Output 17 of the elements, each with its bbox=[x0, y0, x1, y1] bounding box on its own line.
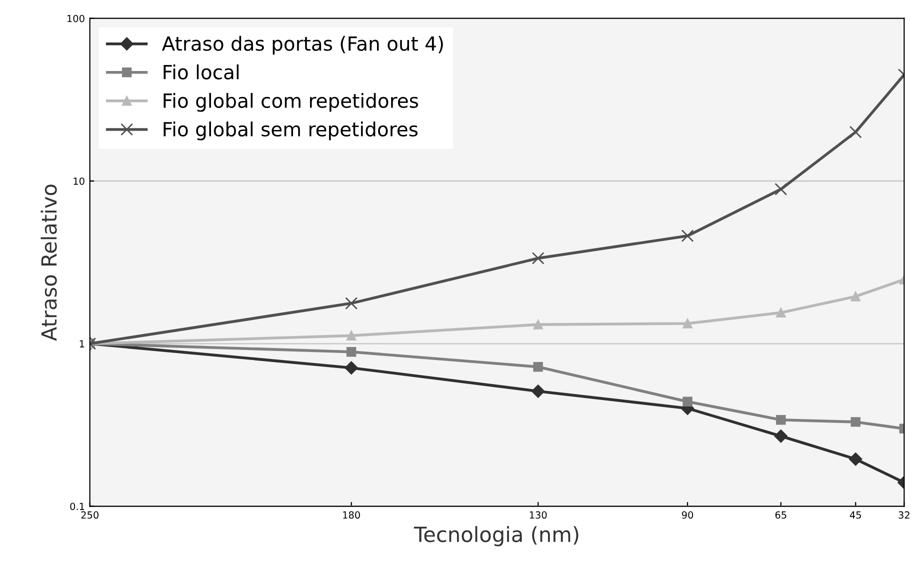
x-axis-title: Tecnologia (nm) bbox=[414, 526, 578, 546]
legend-label: Atraso das portas (Fan out 4) bbox=[162, 36, 443, 55]
x-tick-label: 180 bbox=[343, 511, 360, 519]
x-tick-label: 32 bbox=[898, 511, 910, 519]
legend-label: Fio global com repetidores bbox=[164, 92, 418, 112]
legend-label: Fio local bbox=[164, 64, 239, 80]
x-tick-label: 130 bbox=[530, 511, 547, 519]
legend-label: Fio global sem repetidores bbox=[164, 121, 418, 140]
y-tick-label: 100 bbox=[68, 14, 84, 22]
x-tick-label: 45 bbox=[850, 511, 861, 519]
x-tick-label: 250 bbox=[81, 511, 98, 519]
y-axis-title: Atraso Relativo bbox=[40, 184, 57, 341]
y-tick-label: 1 bbox=[80, 340, 84, 348]
x-tick-label: 65 bbox=[775, 511, 786, 519]
x-tick-label: 90 bbox=[682, 511, 694, 519]
y-tick-label: 10 bbox=[74, 177, 84, 185]
y-tick-label: 0.1 bbox=[70, 502, 84, 510]
